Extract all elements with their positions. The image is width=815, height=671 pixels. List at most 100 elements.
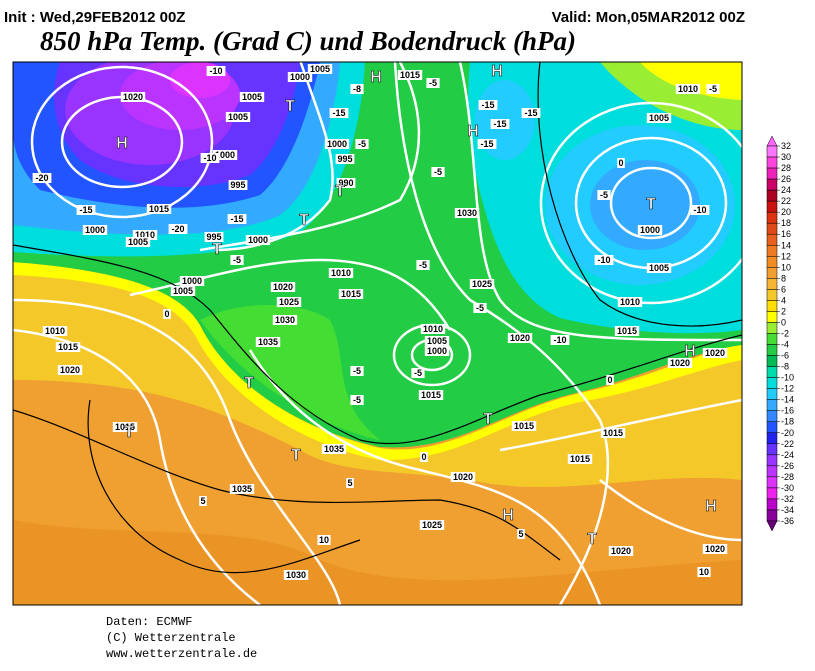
label-box [478, 100, 498, 110]
colorbar-label: -24 [781, 450, 794, 460]
footer-line: (C) Wetterzentrale [106, 631, 236, 645]
colorbar-label: -16 [781, 406, 794, 416]
contour-label: 1005 [649, 113, 669, 123]
label-box [255, 337, 281, 347]
colorbar-swatch [766, 377, 778, 389]
colorbar-swatch [766, 245, 778, 257]
label-box [32, 173, 52, 183]
colorbar-swatch [766, 487, 778, 500]
label-box [702, 544, 728, 554]
label-box [350, 366, 364, 376]
contour-label: 1015 [570, 454, 590, 464]
contour-label: -8 [353, 84, 361, 94]
label-box [606, 375, 614, 385]
colorbar-swatch [766, 156, 778, 169]
colorbar-label: 12 [781, 251, 791, 261]
label-box [469, 279, 495, 289]
colorbar-swatch [766, 498, 778, 511]
colorbar-label: 26 [781, 174, 791, 184]
colorbar-swatch [766, 476, 778, 489]
label-box [355, 139, 369, 149]
contour-label: 1025 [279, 297, 299, 307]
contour-label: 1035 [324, 444, 344, 454]
label-box [597, 190, 611, 200]
contour-label: -15 [230, 214, 243, 224]
contour-label: 1015 [514, 421, 534, 431]
label-box [276, 297, 302, 307]
contour-label: 1005 [228, 112, 248, 122]
pressure-centre: T [285, 98, 295, 115]
map-frame [12, 61, 743, 606]
contour-label: 1020 [611, 546, 631, 556]
colorbar-swatch [766, 256, 778, 268]
contour-label: 990 [338, 178, 353, 188]
label-box [287, 72, 313, 82]
contour-label: 1010 [45, 326, 65, 336]
colorbar-swatch [766, 233, 778, 246]
contour-label: 1010 [135, 230, 155, 240]
label-box [517, 529, 525, 539]
contour-label: 1025 [422, 520, 442, 530]
map-title: 850 hPa Temp. (Grad C) und Bodendruck (h… [40, 26, 576, 56]
label-box [338, 289, 364, 299]
label-box [454, 208, 480, 218]
label-box [706, 84, 720, 94]
colorbar-swatch [766, 167, 778, 180]
colorbar-label: 6 [781, 284, 786, 294]
contour-label: -15 [79, 205, 92, 215]
colorbar-swatch [766, 145, 778, 158]
colorbar-label: -10 [781, 373, 794, 383]
colorbar-label: 14 [781, 240, 791, 250]
contour-label: 0 [607, 375, 612, 385]
label-box [227, 214, 247, 224]
label-box [646, 263, 672, 273]
pressure-centre: H [370, 69, 382, 86]
contour-label: -15 [332, 108, 345, 118]
contour-label: 1010 [423, 324, 443, 334]
contour-label: -10 [553, 335, 566, 345]
contour-label: 1020 [453, 472, 473, 482]
label-box [170, 286, 196, 296]
contour-label: 995 [206, 232, 221, 242]
colorbar-label: -28 [781, 472, 794, 482]
label-box [283, 570, 309, 580]
contour-label: 1020 [273, 282, 293, 292]
contour-label: 1000 [327, 139, 347, 149]
contour-label: -5 [353, 366, 361, 376]
colorbar-label: 28 [781, 163, 791, 173]
contour-label: -15 [524, 108, 537, 118]
colorbar-label: 10 [781, 262, 791, 272]
contour-label: 1010 [331, 268, 351, 278]
pressure-centre: T [335, 183, 345, 200]
label-box [550, 335, 570, 345]
contour-label: 1020 [123, 92, 143, 102]
label-box [212, 150, 238, 160]
contour-label: 1000 [640, 225, 660, 235]
colorbar-swatch [766, 509, 778, 522]
contour-label: 1000 [427, 346, 447, 356]
colorbar-label: 16 [781, 229, 791, 239]
colorbar-label: -4 [781, 340, 789, 350]
contour-label: 1020 [705, 348, 725, 358]
colorbar-label: -30 [781, 483, 794, 493]
colorbar-swatch [766, 311, 778, 323]
colorbar-label: -34 [781, 505, 794, 515]
colorbar-label: -22 [781, 439, 794, 449]
colorbar-swatch [766, 211, 778, 224]
label-box [55, 342, 81, 352]
label-box [697, 567, 711, 577]
label-box [702, 348, 728, 358]
contour-label: -10 [597, 255, 610, 265]
label-box [614, 326, 640, 336]
label-box [335, 154, 355, 164]
label-box [690, 205, 710, 215]
colorbar-label: -20 [781, 428, 794, 438]
colorbar-swatch [766, 278, 778, 290]
label-box [594, 255, 614, 265]
colorbar-label: -36 [781, 516, 794, 526]
label-box [125, 237, 151, 247]
label-box [112, 422, 138, 432]
contour-label: 1020 [60, 365, 80, 375]
contour-label: 1000 [85, 225, 105, 235]
contour-label: -20 [35, 173, 48, 183]
